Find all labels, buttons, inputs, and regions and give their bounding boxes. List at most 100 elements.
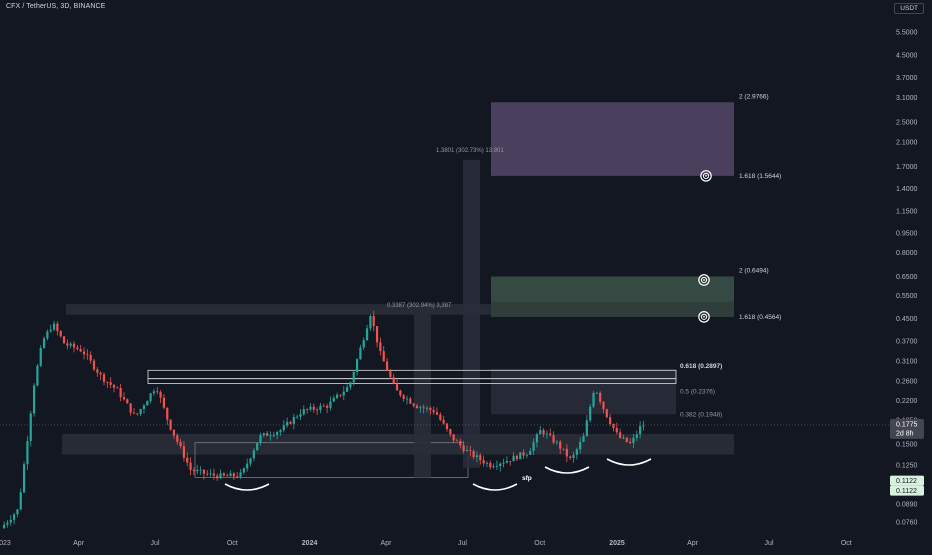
candle-body xyxy=(26,440,29,465)
candle-body xyxy=(106,381,109,383)
candle-body xyxy=(452,434,455,441)
price-tick-label: 0.6500 xyxy=(896,274,918,281)
time-tick-label: Apr xyxy=(381,540,393,547)
time-tick-label: 2024 xyxy=(302,540,318,547)
candle-body xyxy=(359,347,362,360)
sfp-arc-2023 xyxy=(224,483,270,491)
candle-body xyxy=(39,347,42,366)
time-tick-label: Apr xyxy=(687,540,699,547)
candle-body xyxy=(72,343,76,348)
currency-unit-badge[interactable]: USDT xyxy=(894,3,924,14)
candle-body xyxy=(166,407,169,420)
candle-body xyxy=(239,472,242,477)
candle-body xyxy=(492,466,495,468)
candle-body xyxy=(302,409,305,415)
candle-body xyxy=(269,435,272,437)
candle-body xyxy=(412,403,415,406)
candle-body xyxy=(405,398,409,400)
price-tick-label: 1.1500 xyxy=(896,209,918,216)
candle-body xyxy=(66,343,69,346)
candle-body xyxy=(555,441,558,443)
candle-body xyxy=(565,448,568,457)
candle-body xyxy=(625,437,628,442)
target-dot xyxy=(705,174,707,177)
symbol-title: CFX / TetherUS, 3D, BINANCE xyxy=(6,3,106,10)
candle-body xyxy=(266,433,269,436)
candle-body xyxy=(46,331,49,339)
sfp-label: sfp xyxy=(522,475,532,482)
candle-body xyxy=(535,434,538,443)
candle-body xyxy=(495,465,499,467)
candle-body xyxy=(459,440,462,446)
candle-body xyxy=(385,361,389,372)
candle-body xyxy=(422,407,425,409)
candle-body xyxy=(369,316,372,329)
candle-body xyxy=(199,469,202,471)
sfp-arc-nov-2024 xyxy=(544,466,590,474)
candle-body xyxy=(189,462,192,470)
candle-body xyxy=(116,387,119,389)
candle-body xyxy=(525,454,529,456)
candle-body xyxy=(262,433,265,436)
candle-body xyxy=(92,360,96,370)
candle-body xyxy=(372,316,375,327)
target-outer-ring xyxy=(698,311,710,323)
candle-body xyxy=(196,469,199,472)
candle-body xyxy=(289,421,292,424)
candle-body xyxy=(342,391,345,396)
time-tick-label: Jul xyxy=(151,540,160,547)
fib-label-05: 0.5 (0.2376) xyxy=(680,389,715,396)
candle-body xyxy=(172,429,176,436)
low-price-badge xyxy=(890,485,924,496)
fib-target-box-lower-band xyxy=(491,301,734,317)
candle-body xyxy=(182,446,186,458)
candle-body xyxy=(432,410,435,413)
candle-body xyxy=(355,359,359,372)
candle-body xyxy=(249,458,252,464)
candle-body xyxy=(609,417,612,425)
candle-body xyxy=(156,391,159,393)
candle-body xyxy=(602,401,605,410)
candle-body xyxy=(415,405,419,409)
price-tick-label: 2.5000 xyxy=(896,120,918,127)
candle-body xyxy=(206,473,209,475)
candle-body xyxy=(569,456,572,459)
candle-body xyxy=(212,473,215,476)
candle-body xyxy=(585,420,588,437)
price-tick-label: 0.9500 xyxy=(896,230,918,237)
candle-body xyxy=(186,457,189,463)
candle-body xyxy=(455,440,459,442)
price-tick-label: 1.4000 xyxy=(896,186,918,193)
candle-body xyxy=(519,452,522,460)
candle-body xyxy=(176,435,179,442)
candle-body xyxy=(475,455,479,458)
candle-body xyxy=(292,417,295,424)
time-tick-label: Oct xyxy=(841,540,852,547)
price-tick-label: 0.4500 xyxy=(896,316,918,323)
fib-label-upper-1618: 1.618 (1.5644) xyxy=(739,173,781,180)
price-tick-label: 0.2200 xyxy=(896,398,918,405)
candle-body xyxy=(122,397,126,400)
price-tick-label: 3.1000 xyxy=(896,95,918,102)
candle-body xyxy=(562,448,565,450)
candle-body xyxy=(589,406,592,421)
candle-body xyxy=(146,401,149,406)
candle-body xyxy=(99,372,102,375)
target-outer-ring xyxy=(698,274,710,286)
candle-body xyxy=(425,407,429,409)
price-tick-label: 0.1250 xyxy=(896,463,918,470)
candle-body xyxy=(232,473,235,477)
candle-body xyxy=(522,452,525,456)
candle-body xyxy=(395,383,399,391)
candle-body xyxy=(16,509,19,515)
low-price-badge-value: 0.1122 xyxy=(896,478,917,485)
candle-body xyxy=(6,522,9,525)
price-tick-label: 0.8000 xyxy=(896,250,918,257)
candle-body xyxy=(389,371,392,378)
target-inner-ring xyxy=(700,276,708,284)
candle-body xyxy=(256,442,259,451)
candle-body xyxy=(409,398,412,404)
target-icon-lower-1618 xyxy=(698,311,710,323)
